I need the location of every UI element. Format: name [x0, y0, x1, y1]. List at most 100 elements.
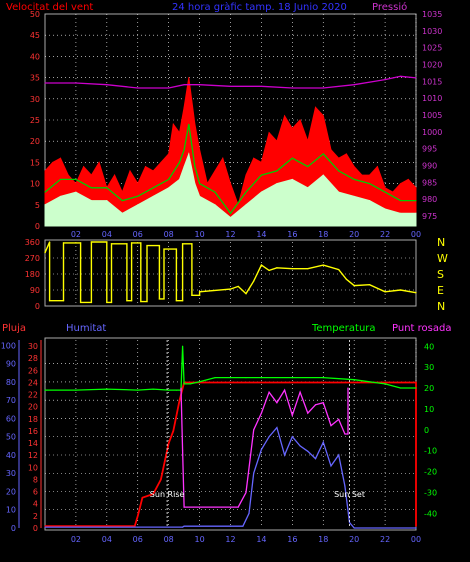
x-tick-label: 06 — [133, 230, 143, 239]
series-temperature-point — [322, 377, 324, 379]
series-dewpoint-point — [322, 402, 324, 404]
x-tick-label: 14 — [256, 230, 266, 239]
series-dewpoint-point — [260, 412, 263, 414]
rain-tick-label: 2 — [33, 512, 38, 521]
series-dewpoint-point — [344, 433, 346, 435]
right-tick-label: 975 — [422, 212, 437, 221]
series-dewpoint-line — [180, 387, 349, 508]
temperature-tick-label: -30 — [424, 488, 437, 497]
x-tick-label: 18 — [318, 230, 328, 239]
rain-tick-label: 30 — [28, 342, 38, 351]
series-dewpoint-point — [237, 506, 239, 508]
series-temperature-point — [245, 377, 247, 379]
series-gust-point — [245, 174, 247, 176]
series-pressure-point — [44, 82, 46, 84]
series-temperature-point — [353, 379, 355, 381]
series-temperature-point — [189, 383, 191, 385]
series-dewpoint-point — [291, 414, 293, 416]
series-gust-point — [230, 183, 231, 185]
series-mean-point — [260, 174, 262, 176]
plot-area — [44, 75, 417, 227]
left-tick-label: 40 — [30, 52, 40, 61]
rain-tick-label: 16 — [28, 427, 38, 436]
series-gust-point — [392, 191, 394, 193]
series-mean-point — [322, 153, 324, 155]
series-dewpoint-point — [181, 450, 184, 452]
series-humidity-point — [314, 458, 317, 460]
series-direction-point — [158, 298, 160, 300]
series-direction-point — [79, 301, 82, 304]
series-direction-point — [229, 288, 232, 290]
right-tick-label: 1020 — [422, 60, 442, 69]
series-direction-point — [106, 241, 108, 243]
series-humidity-point — [44, 526, 46, 528]
series-rain-point — [137, 515, 139, 517]
series-direction-point — [163, 248, 165, 250]
series-mean-point — [353, 178, 355, 180]
series-mean-point — [384, 191, 386, 193]
series-min-point — [384, 208, 386, 210]
series-gust-point — [152, 170, 154, 172]
series-min-point — [353, 195, 355, 197]
temperature-tick-label: -20 — [424, 468, 437, 477]
series-pressure-point — [75, 82, 77, 84]
series-gust-point — [253, 157, 255, 159]
series-min-point — [199, 195, 201, 197]
series-direction-point — [253, 280, 255, 282]
series-rain-point — [172, 430, 174, 432]
series-gust-point — [188, 77, 190, 79]
series-mean-point — [152, 187, 154, 189]
series-direction-point — [140, 300, 142, 303]
compass-label: N — [437, 300, 445, 313]
dewpoint-axis-label: Punt rosada — [392, 323, 451, 334]
series-gust-point — [214, 170, 216, 172]
series-gust-point — [168, 153, 170, 155]
series-temperature-point — [181, 345, 184, 347]
series-direction-point — [384, 291, 386, 293]
series-mean-point — [75, 178, 77, 180]
series-temperature-point — [415, 387, 417, 389]
series-humidity-point — [299, 445, 301, 447]
series-gust-point — [183, 106, 185, 108]
x-tick-label: 18 — [318, 535, 328, 544]
humidity-tick-label: 60 — [6, 414, 16, 423]
x-tick-label: 06 — [133, 535, 143, 544]
humidity-tick-label: 100 — [1, 341, 16, 350]
series-min-point — [152, 195, 154, 197]
series-pressure-point — [415, 77, 417, 79]
series-direction-point — [175, 248, 177, 250]
series-gust-point — [315, 106, 317, 108]
series-direction-point — [130, 300, 133, 302]
x-tick-label: 14 — [256, 535, 266, 544]
series-temperature-point — [198, 381, 201, 383]
series-gust-point — [369, 174, 371, 176]
series-humidity-point — [268, 436, 270, 438]
rain-tick-label: 14 — [28, 439, 38, 448]
left-tick-label: 25 — [30, 116, 40, 125]
series-dewpoint-point — [330, 425, 332, 427]
rain-tick-label: 20 — [28, 403, 38, 412]
series-min-point — [230, 217, 231, 219]
series-rain-point — [168, 442, 170, 444]
series-gust-point — [338, 157, 340, 159]
series-rain-point — [188, 381, 190, 384]
series-gust-point — [199, 149, 201, 151]
panel-frame — [44, 337, 417, 531]
temperature-tick-label: 30 — [424, 363, 434, 372]
series-temperature-point — [183, 383, 185, 385]
series-direction-point — [345, 278, 348, 280]
series-rain-point — [141, 497, 143, 499]
humidity-tick-label: 40 — [6, 451, 16, 460]
temperature-tick-label: 0 — [424, 426, 429, 435]
series-direction-point — [237, 285, 239, 288]
series-dewpoint-point — [268, 391, 270, 393]
series-humidity-point — [338, 454, 340, 456]
series-temperature-point — [260, 377, 263, 379]
x-tick-label: 10 — [194, 230, 204, 239]
series-rain-point — [152, 493, 154, 495]
series-direction-point — [62, 242, 65, 244]
series-direction-point — [146, 300, 148, 303]
rain-tick-label: 24 — [28, 378, 38, 387]
